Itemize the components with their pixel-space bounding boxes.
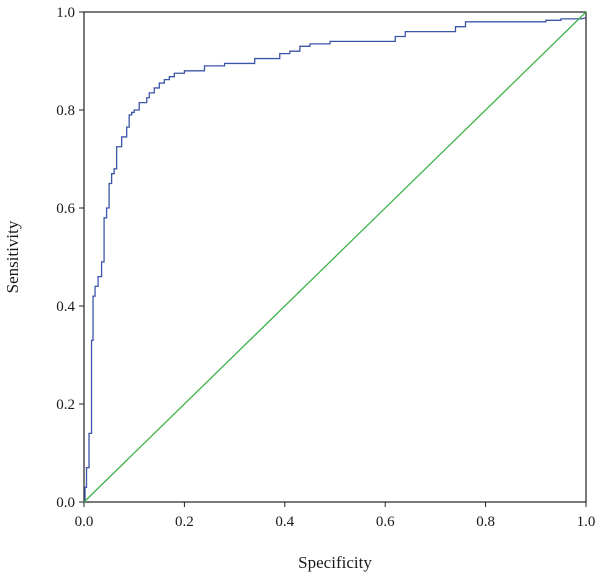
x-tick-label: 1.0 — [577, 514, 596, 530]
x-tick-label: 0.2 — [175, 514, 194, 530]
x-tick-label: 0.4 — [275, 514, 294, 530]
y-tick-label: 0.6 — [56, 201, 75, 217]
x-axis: 0.0 0.2 0.4 0.6 0.8 1.0 — [75, 502, 596, 530]
plot-frame — [83, 11, 587, 503]
y-tick-label: 0.0 — [56, 495, 75, 511]
x-tick-label: 0.8 — [476, 514, 495, 530]
y-tick-label: 1.0 — [56, 5, 75, 21]
x-tick-label: 0.6 — [376, 514, 395, 530]
y-tick-label: 0.2 — [56, 397, 75, 413]
series-layer — [83, 11, 587, 503]
y-tick-label: 0.4 — [56, 299, 75, 315]
roc-curve — [84, 17, 587, 503]
reference-diagonal — [83, 11, 587, 503]
x-tick-label: 0.0 — [75, 514, 94, 530]
y-axis: 0.0 0.2 0.4 0.6 0.8 1.0 — [56, 5, 84, 511]
y-axis-title: Sensitivity — [3, 220, 22, 293]
y-tick-label: 0.8 — [56, 103, 75, 119]
x-axis-title: Specificity — [298, 553, 372, 572]
